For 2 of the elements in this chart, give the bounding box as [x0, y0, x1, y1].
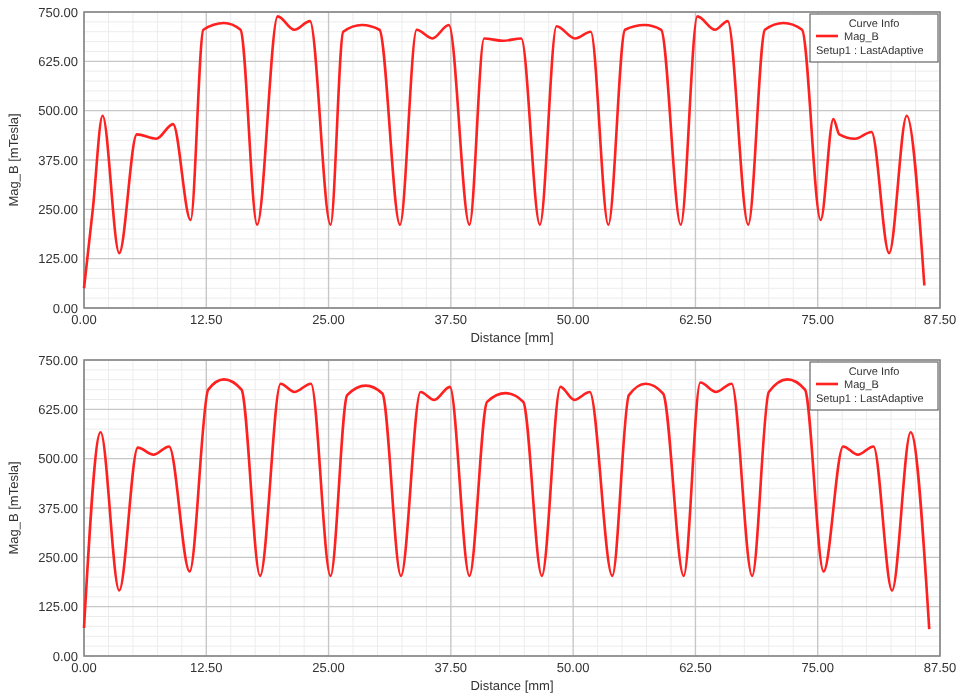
line-series [82, 378, 931, 631]
line-series [82, 15, 926, 290]
